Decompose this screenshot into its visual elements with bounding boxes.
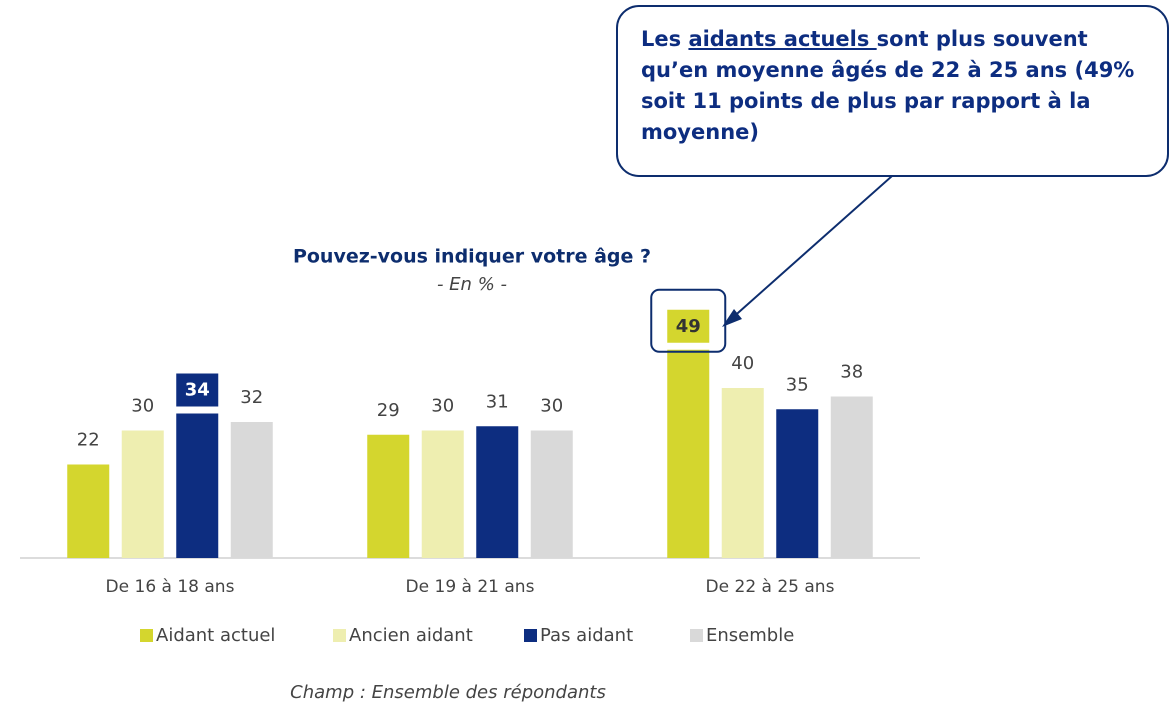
legend-label: Pas aidant — [540, 625, 633, 646]
bar — [667, 349, 710, 558]
value-label: 35 — [786, 374, 809, 395]
value-label: 34 — [185, 380, 210, 401]
callout-text: Les aidants actuels sont plus souvent qu… — [617, 10, 1168, 148]
legend-label: Ancien aidant — [349, 625, 473, 646]
highlight-frame — [650, 288, 727, 353]
callout-part: sont plus souvent qu’en moyenne âgés de … — [641, 27, 1135, 144]
label-box — [176, 373, 219, 407]
callout-emphasis: aidants actuels — [688, 27, 877, 51]
value-label: 38 — [840, 362, 863, 383]
bar — [176, 413, 219, 558]
x-tick-label: De 22 à 25 ans — [706, 577, 835, 597]
value-label: 49 — [676, 316, 701, 337]
bar — [476, 426, 519, 558]
arrow-head — [722, 309, 742, 327]
bar — [367, 434, 410, 558]
chart-title: Pouvez-vous indiquer votre âge ? — [293, 246, 651, 268]
value-label: 22 — [77, 430, 100, 451]
callout: Les aidants actuels sont plus souvent qu… — [617, 10, 1168, 148]
value-label: 30 — [131, 396, 154, 417]
value-label: 31 — [486, 391, 509, 412]
x-tick-label: De 19 à 21 ans — [406, 577, 535, 597]
legend-swatch — [690, 629, 703, 642]
legend-label: Ensemble — [706, 625, 794, 646]
value-label: 30 — [540, 396, 563, 417]
bar — [421, 430, 464, 558]
x-tick-label: De 16 à 18 ans — [106, 577, 235, 597]
legend-label: Aidant actuel — [156, 625, 275, 646]
callout-box — [616, 5, 1169, 177]
value-label: 29 — [377, 400, 400, 421]
value-label: 40 — [731, 353, 754, 374]
bar — [121, 430, 164, 558]
bar — [830, 396, 873, 558]
bar — [530, 430, 573, 558]
label-box — [667, 309, 710, 343]
callout-part: Les — [641, 27, 689, 51]
footnote: Champ : Ensemble des répondants — [290, 682, 606, 703]
callout-arrow — [729, 175, 893, 321]
bar — [776, 409, 819, 558]
legend-swatch — [140, 629, 153, 642]
bar — [721, 388, 764, 558]
bar — [230, 422, 273, 558]
chart-subtitle: - En % - — [437, 274, 507, 295]
bar — [67, 464, 110, 558]
value-label: 30 — [431, 396, 454, 417]
legend-swatch — [333, 629, 346, 642]
value-label: 32 — [240, 387, 263, 408]
legend-swatch — [524, 629, 537, 642]
